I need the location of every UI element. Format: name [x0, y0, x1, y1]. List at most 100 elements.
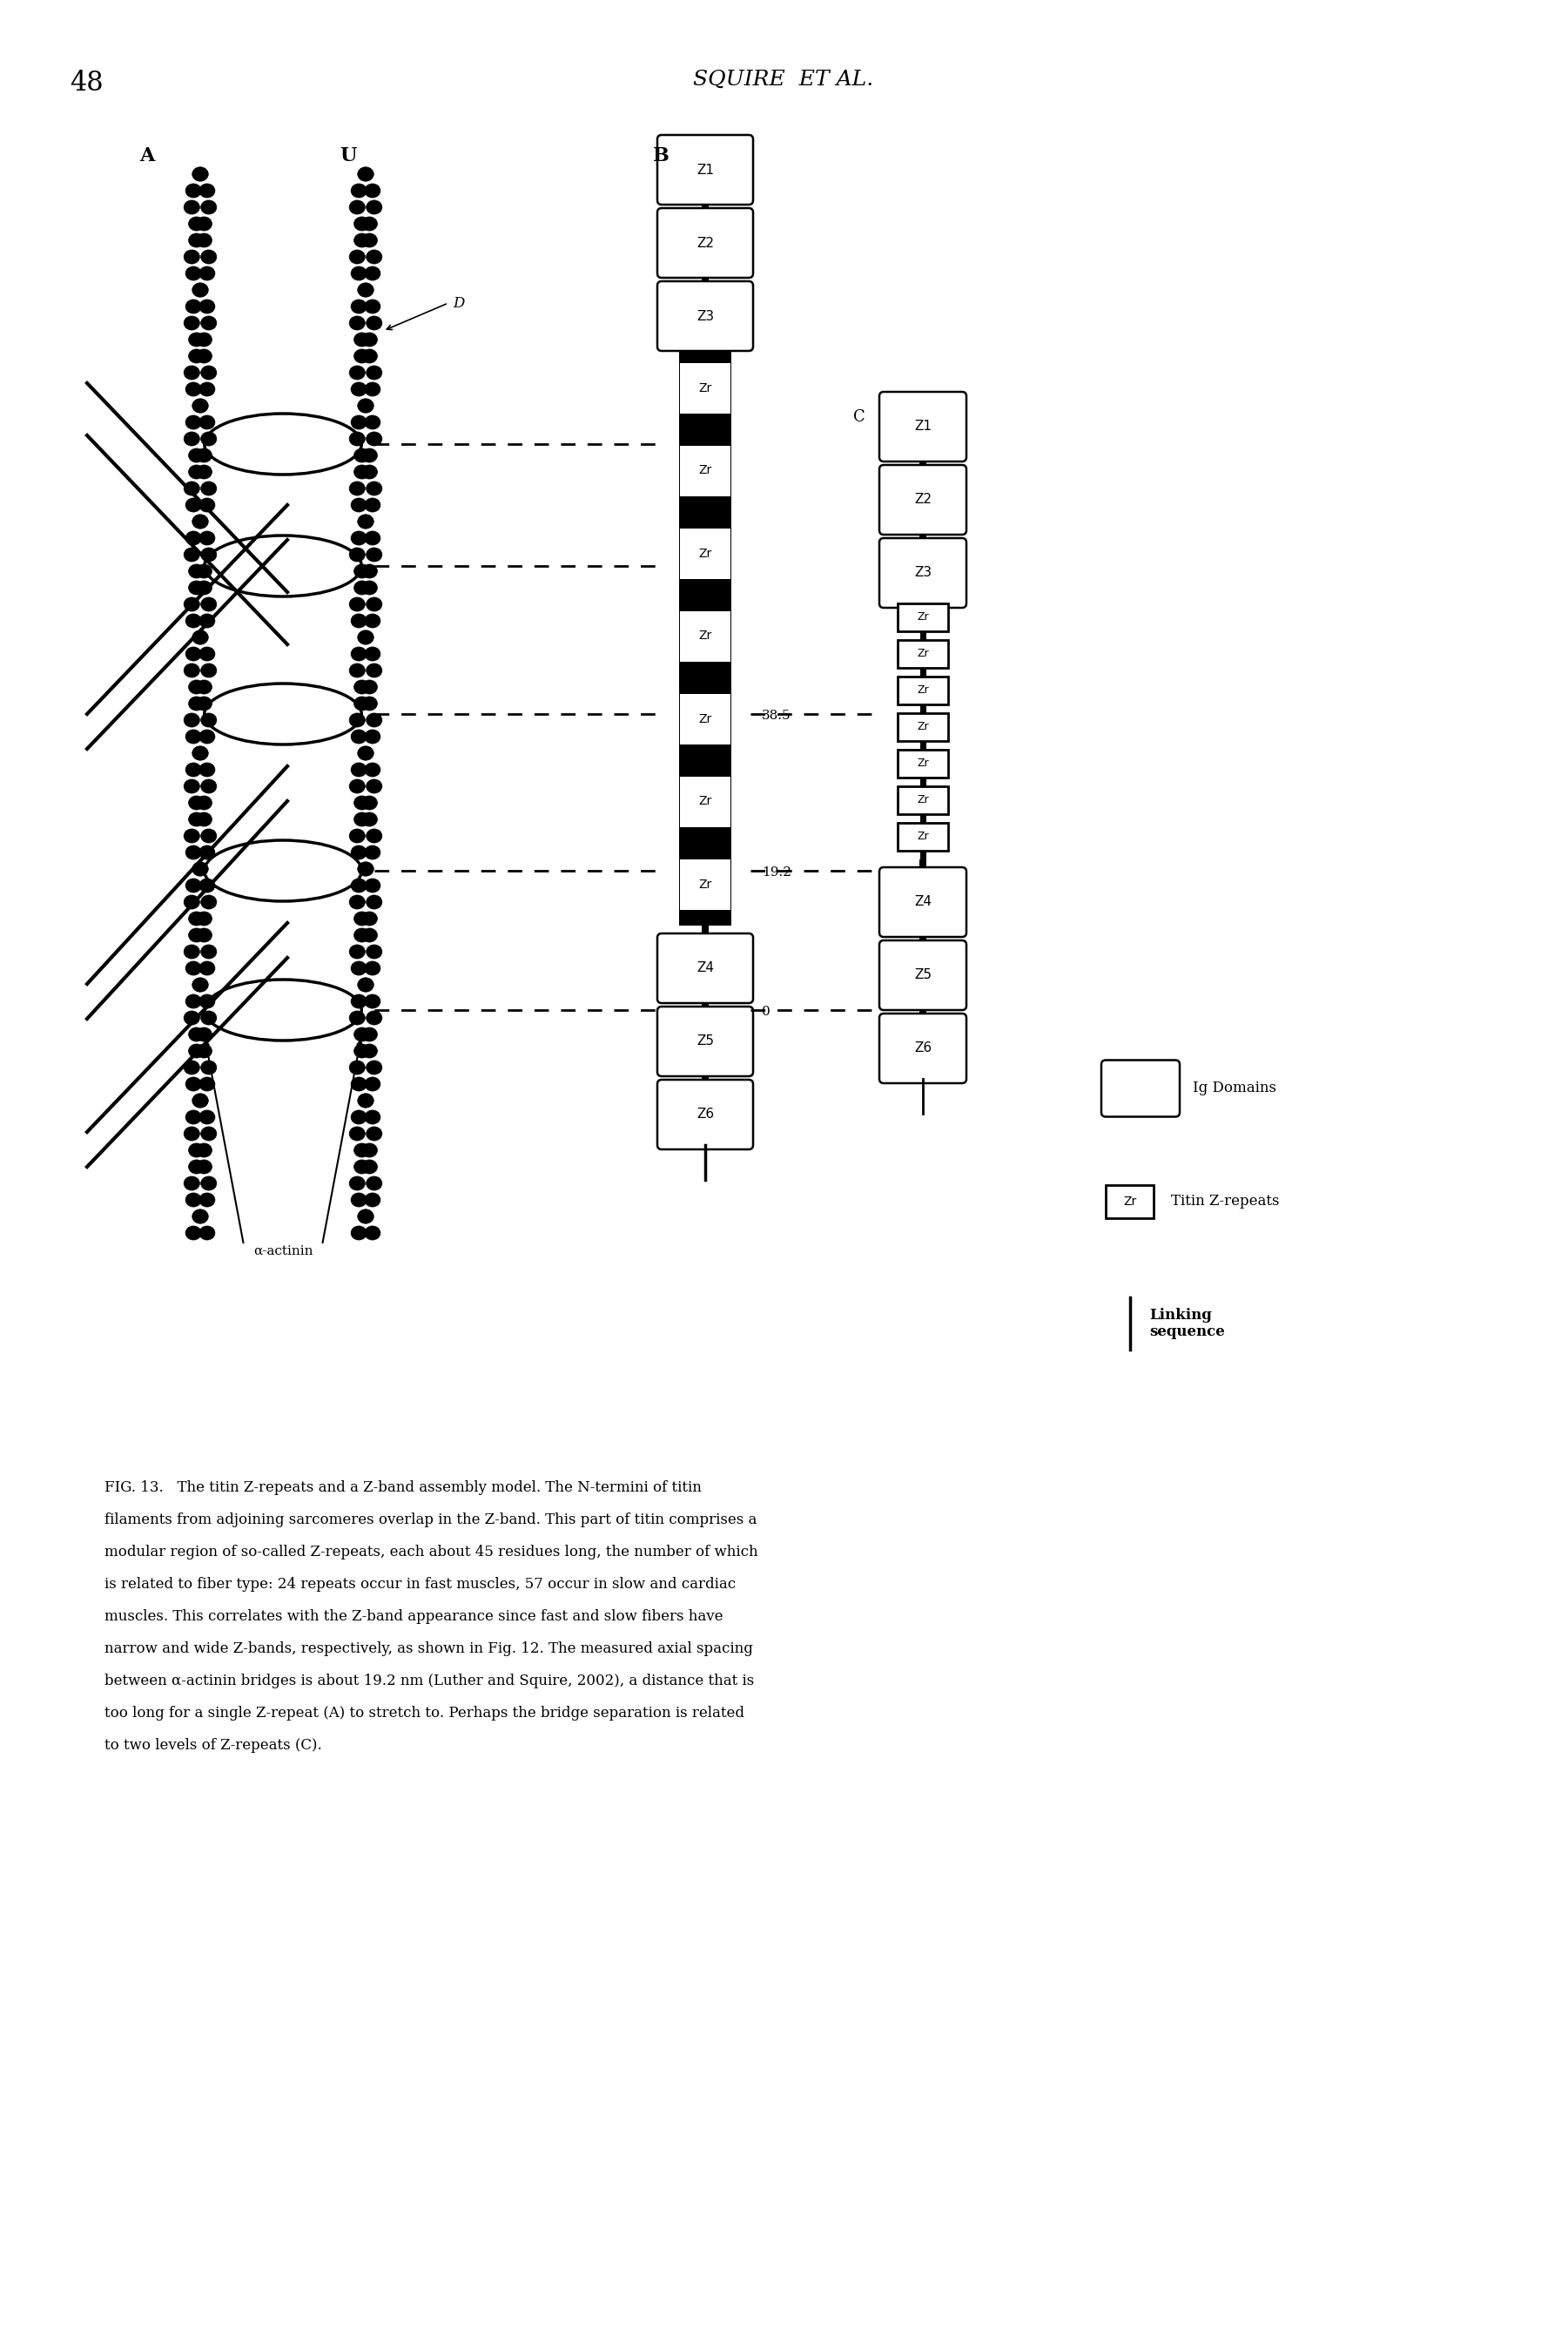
- Ellipse shape: [199, 846, 215, 860]
- Ellipse shape: [185, 266, 201, 280]
- Ellipse shape: [351, 762, 367, 776]
- Ellipse shape: [364, 531, 381, 545]
- Ellipse shape: [350, 548, 365, 562]
- Text: Zr: Zr: [1123, 1197, 1137, 1208]
- Ellipse shape: [362, 216, 378, 230]
- Ellipse shape: [350, 200, 365, 214]
- Ellipse shape: [351, 729, 367, 743]
- FancyBboxPatch shape: [880, 538, 966, 609]
- Ellipse shape: [201, 1011, 216, 1025]
- Ellipse shape: [199, 762, 215, 776]
- Bar: [919, 1006, 927, 1018]
- Text: narrow and wide Z-bands, respectively, as shown in Fig. 12. The measured axial s: narrow and wide Z-bands, respectively, a…: [105, 1641, 753, 1655]
- Ellipse shape: [364, 299, 381, 313]
- Ellipse shape: [354, 233, 370, 247]
- Ellipse shape: [185, 962, 201, 976]
- Bar: [702, 200, 709, 212]
- Ellipse shape: [201, 778, 216, 792]
- Ellipse shape: [351, 1077, 367, 1091]
- Ellipse shape: [188, 795, 204, 809]
- Ellipse shape: [183, 712, 199, 726]
- Ellipse shape: [358, 515, 373, 529]
- Ellipse shape: [199, 383, 215, 397]
- Ellipse shape: [351, 383, 367, 397]
- Ellipse shape: [188, 564, 204, 578]
- Text: Z5: Z5: [696, 1034, 713, 1049]
- Ellipse shape: [362, 1044, 378, 1058]
- Ellipse shape: [354, 449, 370, 463]
- Text: Linking
sequence: Linking sequence: [1149, 1307, 1225, 1340]
- Text: 48: 48: [69, 71, 103, 96]
- Ellipse shape: [201, 482, 216, 496]
- FancyBboxPatch shape: [657, 1006, 753, 1077]
- Ellipse shape: [196, 1159, 212, 1173]
- Ellipse shape: [351, 183, 367, 197]
- Bar: [919, 933, 927, 945]
- Ellipse shape: [193, 978, 209, 992]
- Text: muscles. This correlates with the Z-band appearance since fast and slow fibers h: muscles. This correlates with the Z-band…: [105, 1608, 723, 1625]
- Ellipse shape: [196, 449, 212, 463]
- Ellipse shape: [188, 929, 204, 943]
- Ellipse shape: [362, 1143, 378, 1157]
- Ellipse shape: [185, 383, 201, 397]
- Ellipse shape: [364, 498, 381, 513]
- Ellipse shape: [193, 1208, 209, 1223]
- Ellipse shape: [193, 1093, 209, 1107]
- Ellipse shape: [354, 581, 370, 595]
- Ellipse shape: [367, 597, 383, 611]
- Ellipse shape: [199, 729, 215, 743]
- Ellipse shape: [364, 416, 381, 430]
- FancyBboxPatch shape: [657, 282, 753, 350]
- Ellipse shape: [367, 1011, 383, 1025]
- Text: Zr: Zr: [917, 722, 928, 734]
- Ellipse shape: [358, 630, 373, 644]
- Ellipse shape: [354, 348, 370, 362]
- Ellipse shape: [362, 912, 378, 926]
- Ellipse shape: [196, 348, 212, 362]
- Ellipse shape: [201, 830, 216, 844]
- Ellipse shape: [367, 945, 383, 959]
- Ellipse shape: [199, 1192, 215, 1206]
- Ellipse shape: [362, 581, 378, 595]
- Ellipse shape: [367, 433, 383, 447]
- Ellipse shape: [193, 745, 209, 759]
- Text: D: D: [453, 296, 464, 310]
- Ellipse shape: [193, 863, 209, 877]
- Ellipse shape: [358, 400, 373, 414]
- Bar: [681, 529, 731, 578]
- Ellipse shape: [199, 1110, 215, 1124]
- Ellipse shape: [354, 912, 370, 926]
- Ellipse shape: [350, 663, 365, 677]
- Ellipse shape: [196, 679, 212, 694]
- Ellipse shape: [196, 813, 212, 828]
- Text: SQUIRE  ET AL.: SQUIRE ET AL.: [693, 71, 873, 89]
- Ellipse shape: [364, 1077, 381, 1091]
- Text: Z3: Z3: [696, 310, 713, 322]
- Bar: [681, 362, 731, 414]
- Ellipse shape: [201, 200, 216, 214]
- Text: Ig Domains: Ig Domains: [1193, 1081, 1276, 1096]
- Text: Zr: Zr: [699, 879, 712, 891]
- Ellipse shape: [188, 912, 204, 926]
- Bar: [897, 639, 949, 668]
- Ellipse shape: [362, 564, 378, 578]
- Ellipse shape: [362, 696, 378, 710]
- Text: Zr: Zr: [917, 757, 928, 769]
- FancyBboxPatch shape: [880, 393, 966, 461]
- Text: Z5: Z5: [914, 969, 931, 983]
- Text: A: A: [140, 146, 154, 165]
- Ellipse shape: [196, 1027, 212, 1041]
- Ellipse shape: [188, 813, 204, 828]
- Ellipse shape: [199, 416, 215, 430]
- Text: Zr: Zr: [699, 548, 712, 560]
- Ellipse shape: [193, 863, 209, 877]
- Text: modular region of so-called Z-repeats, each about 45 residues long, the number o: modular region of so-called Z-repeats, e…: [105, 1545, 757, 1559]
- Ellipse shape: [350, 945, 365, 959]
- Text: Titin Z-repeats: Titin Z-repeats: [1171, 1194, 1279, 1208]
- Ellipse shape: [201, 548, 216, 562]
- Ellipse shape: [199, 1225, 215, 1239]
- Ellipse shape: [185, 416, 201, 430]
- Ellipse shape: [201, 663, 216, 677]
- Text: Z1: Z1: [914, 421, 931, 433]
- Text: is related to fiber type: 24 repeats occur in fast muscles, 57 occur in slow and: is related to fiber type: 24 repeats occ…: [105, 1578, 735, 1592]
